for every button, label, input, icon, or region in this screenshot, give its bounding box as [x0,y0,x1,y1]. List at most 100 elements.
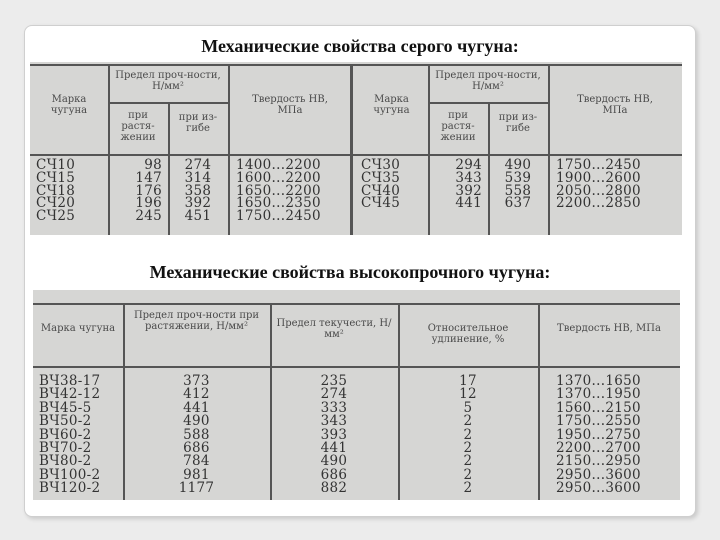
cell-grade: СЧ10 [36,157,76,173]
cell-grade: ВЧ38-17 [39,373,101,389]
cell-bending: 637 [504,195,532,212]
header-grade: Марка чугуна [50,94,88,116]
cell-grade: ВЧ100-2 [39,466,101,483]
cell-yield: 490 [320,453,348,470]
cell-elongation: 2 [463,413,473,430]
cell-tension: 196 [135,195,162,212]
cell-yield: 686 [320,466,348,483]
cell-hardness: 1560...2150 [556,399,641,416]
cell-grade: СЧ40 [361,182,401,199]
column-divider [488,104,490,235]
row-divider [428,102,548,104]
header-elongation: Относительное удлинение, % [427,323,509,345]
cell-elongation: 2 [463,426,473,443]
cell-grade: ВЧ50-2 [39,413,92,430]
ductile-iron-title: Механические свойства высокопрочного чуг… [149,262,551,282]
cell-elongation: 12 [459,386,477,403]
header-tension: при растя-жении [120,110,156,143]
row-divider [30,154,682,156]
cell-elongation: 5 [463,399,473,416]
cell-tension: 441 [455,195,482,212]
header-bending: при из-гибе [178,112,218,134]
cell-hardness: 1750...2450 [556,157,641,173]
cell-grade: СЧ20 [36,195,76,212]
column-divider [168,104,170,235]
cell-bending: 358 [184,182,212,199]
cell-bending: 490 [504,157,532,173]
cell-hardness: 1950...2750 [556,426,641,443]
cell-grade: СЧ18 [36,182,76,199]
cell-grade: СЧ15 [36,169,76,186]
gray-iron-title: Механические свойства серого чугуна: [201,36,519,56]
cell-hardness: 1400...2200 [236,157,321,173]
cell-grade: СЧ45 [361,195,401,212]
column-divider [548,66,550,235]
cell-bending: 314 [184,169,212,186]
cell-grade: ВЧ60-2 [39,426,92,443]
cell-grade: СЧ35 [361,169,401,186]
column-divider [428,66,430,235]
cell-hardness: 2950...3600 [556,466,641,483]
cell-grade: ВЧ70-2 [39,440,92,456]
cell-yield: 393 [320,426,348,443]
cell-tensile: 1177 [178,480,215,497]
cell-hardness: 1370...1650 [556,373,641,389]
cell-hardness: 1900...2600 [556,169,641,186]
cell-grade: ВЧ120-2 [39,480,101,497]
cell-tensile: 412 [183,386,210,403]
cell-tension: 392 [455,182,482,199]
cell-tensile: 373 [183,373,210,389]
header-strength: Предел проч-ности, Н/мм² [435,70,541,92]
cell-hardness: 2150...2950 [556,453,641,470]
row-divider [33,303,680,305]
header-strength: Предел проч-ности, Н/мм² [115,70,221,92]
header-tensile: Предел проч-ности при растяжении, Н/мм² [133,310,260,332]
cell-bending: 392 [184,195,212,212]
gray-iron-table: Марка чугуна Предел проч-ности, Н/мм² при … [30,62,682,235]
cell-bending: 558 [504,182,532,199]
cell-tension: 343 [455,169,482,186]
row-divider [108,102,228,104]
cell-hardness: 1650...2350 [236,195,321,212]
cell-yield: 274 [320,386,348,403]
cell-tension: 176 [135,182,162,199]
cell-bending: 539 [504,169,532,186]
column-divider [228,66,230,235]
header-grade: Марка чугуна [40,323,116,334]
cell-tension: 294 [455,157,482,173]
cell-elongation: 2 [463,440,473,456]
cell-tensile: 686 [183,440,210,456]
row-divider [30,64,682,66]
cell-tension: 147 [135,169,162,186]
cell-tensile: 981 [183,466,210,483]
header-bending: при из-гибе [498,112,538,134]
cell-elongation: 17 [459,373,477,389]
cell-tensile: 784 [183,453,210,470]
column-divider [350,66,353,235]
cell-grade: СЧ30 [361,157,401,173]
cell-elongation: 2 [463,480,473,497]
cell-yield: 235 [320,373,348,389]
column-divider [123,305,125,500]
cell-grade: ВЧ42-12 [39,386,101,403]
cell-bending: 274 [184,157,212,173]
cell-bending: 451 [184,208,212,225]
cell-tension: 98 [144,157,162,173]
cell-tensile: 441 [183,399,210,416]
cell-hardness: 1750...2550 [556,413,641,430]
column-divider [108,66,110,235]
cell-hardness: 2200...2850 [556,195,641,212]
row-divider [33,366,680,368]
cell-elongation: 2 [463,453,473,470]
cell-hardness: 1750...2450 [236,208,321,225]
header-yield: Предел текучести, Н/мм² [276,318,392,340]
cell-grade: ВЧ45-5 [39,399,92,416]
cell-hardness: 2950...3600 [556,480,641,497]
cell-grade: СЧ25 [36,208,76,225]
cell-yield: 333 [320,399,348,416]
cell-grade: ВЧ80-2 [39,453,92,470]
header-hardness: Твердость НВ, МПа [252,94,328,116]
ductile-iron-table: Марка чугуна Предел проч-ности при растяж… [33,290,680,500]
cell-yield: 441 [320,440,348,456]
cell-yield: 882 [320,480,348,497]
